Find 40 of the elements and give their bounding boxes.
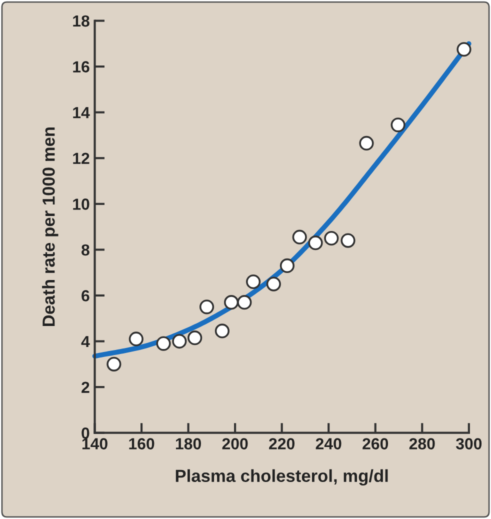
point [324, 230, 339, 246]
x-tick-label: 200 [222, 438, 248, 450]
y-tick-label: 2 [82, 382, 90, 393]
point [340, 233, 356, 248]
point [266, 276, 281, 292]
y-tick-label: 6 [82, 290, 90, 302]
point [156, 336, 171, 351]
point [237, 295, 252, 310]
x-tick-label: 180 [176, 438, 201, 450]
y-tick-label: 0 [82, 427, 90, 439]
y-tick-label: 10 [73, 198, 90, 210]
point [359, 136, 374, 151]
x-tick-label: 240 [316, 438, 342, 450]
x-tick-label: 160 [129, 438, 154, 450]
x-axis-title: Plasma cholesterol, mg/dl [176, 469, 388, 486]
y-tick-label: 16 [73, 61, 90, 72]
point [128, 332, 144, 346]
x-tick-label: 140 [82, 438, 108, 450]
x-tick-label: 260 [362, 438, 388, 450]
x-tick-label: 280 [409, 438, 435, 450]
y-tick-label: 12 [73, 152, 90, 164]
point [106, 356, 122, 372]
point [456, 42, 472, 57]
point [292, 230, 307, 244]
point [308, 236, 323, 250]
point [280, 258, 295, 274]
y-tick-label: 8 [82, 244, 90, 256]
y-tick-label: 14 [73, 107, 90, 118]
point [214, 324, 230, 338]
y-tick-label: 18 [73, 15, 90, 27]
point [246, 274, 261, 290]
x-tick-label: 300 [456, 438, 482, 450]
point [199, 300, 214, 314]
point [390, 118, 406, 132]
y-axis-title: Death rate per 1000 men [42, 128, 58, 326]
point [224, 295, 239, 310]
y-tick-label: 4 [81, 336, 90, 348]
point [172, 334, 187, 349]
x-tick-label: 220 [269, 438, 295, 450]
point [188, 330, 202, 346]
